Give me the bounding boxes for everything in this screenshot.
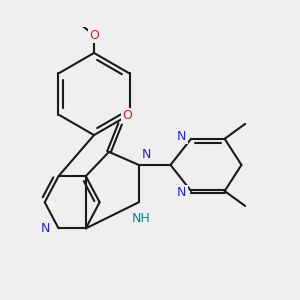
Text: O: O — [122, 109, 132, 122]
Text: N: N — [142, 148, 151, 161]
Text: N: N — [41, 222, 50, 235]
Text: O: O — [89, 28, 99, 41]
Text: NH: NH — [131, 212, 150, 225]
Text: N: N — [177, 186, 187, 200]
Text: N: N — [177, 130, 187, 143]
